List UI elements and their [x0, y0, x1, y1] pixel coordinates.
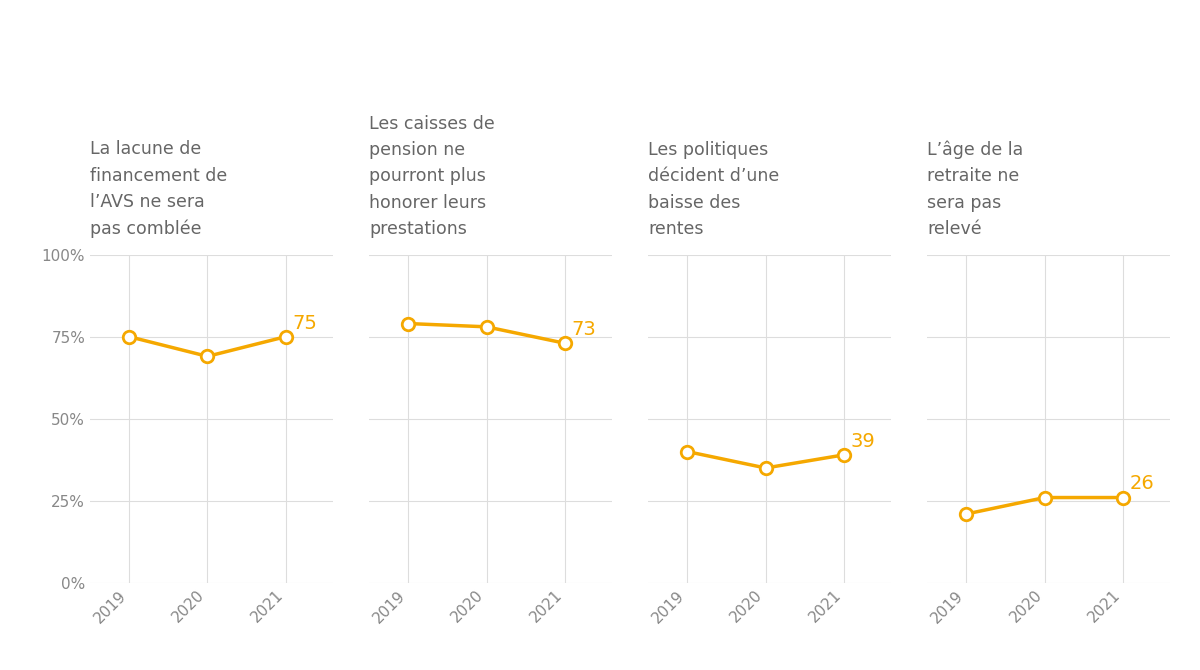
Text: L’âge de la
retraite ne
sera pas
relevé: L’âge de la retraite ne sera pas relevé [928, 141, 1024, 239]
Text: 75: 75 [293, 314, 318, 332]
Text: Les caisses de
pension ne
pourront plus
honorer leurs
prestations: Les caisses de pension ne pourront plus … [370, 115, 494, 239]
Text: Les politiques
décident d’une
baisse des
rentes: Les politiques décident d’une baisse des… [648, 141, 780, 239]
Text: 39: 39 [851, 431, 876, 451]
Text: 73: 73 [571, 320, 596, 339]
Text: La lacune de
financement de
l’AVS ne sera
pas comblée: La lacune de financement de l’AVS ne ser… [90, 140, 227, 239]
Text: 26: 26 [1130, 474, 1154, 493]
